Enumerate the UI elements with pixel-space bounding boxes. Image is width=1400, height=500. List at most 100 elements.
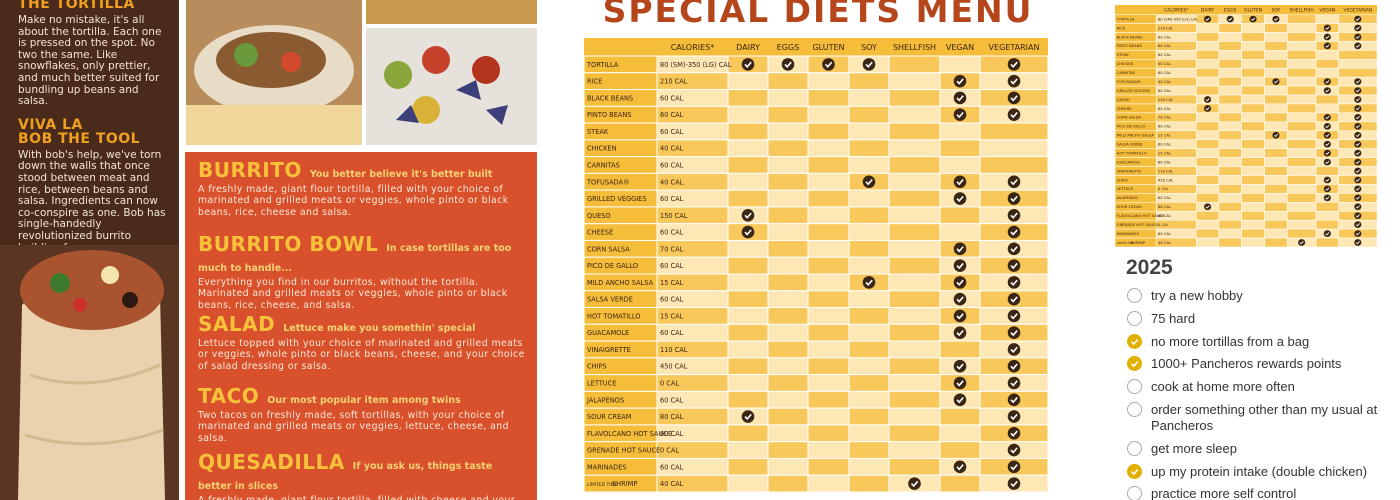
cell — [1196, 166, 1220, 176]
cell — [1196, 32, 1220, 42]
cell — [1286, 41, 1317, 51]
check-circle — [1323, 42, 1331, 50]
item-name: SALSA VERDE — [587, 296, 633, 304]
cell — [888, 290, 941, 309]
cell — [1218, 175, 1242, 185]
cell — [807, 374, 850, 392]
check-mark — [1323, 78, 1331, 85]
check-tick — [1010, 296, 1018, 303]
check-mark — [1354, 212, 1362, 220]
check-circle — [1323, 185, 1331, 193]
check-tick — [1010, 78, 1018, 85]
checkbox[interactable] — [1127, 486, 1142, 500]
item-calories: 60 CAL — [1158, 125, 1171, 129]
item-calories: 60 CAL — [1158, 107, 1171, 111]
menu-item: TACO Our most popular item among twins Two… — [198, 384, 528, 444]
check-mark — [1298, 239, 1306, 246]
check-circle — [1323, 87, 1331, 94]
check-circle — [953, 242, 967, 256]
check-circle — [1354, 230, 1362, 237]
check-circle — [1007, 225, 1021, 239]
cell — [1286, 103, 1317, 114]
cell — [848, 72, 890, 91]
cell — [1264, 175, 1288, 185]
check-tick — [956, 95, 964, 102]
cell — [888, 273, 941, 292]
item-calories: 60 CAL — [660, 195, 684, 203]
diet-table: CALORIES* DAIRY EGGS GLUTEN SOY SHELLFISH VEGA… — [583, 38, 1049, 493]
check-mark — [1354, 78, 1362, 85]
item-calories: 150 CAL — [1158, 98, 1173, 102]
checkbox[interactable] — [1127, 379, 1142, 395]
column-header: DAIRY — [736, 43, 760, 52]
item-name: TOFUSADA® — [586, 178, 630, 186]
item-name: MILD ANCHO SALSA — [1117, 134, 1155, 138]
cell — [807, 206, 850, 225]
item-name: CHEESE — [1117, 107, 1133, 111]
check-mark — [741, 58, 755, 71]
item-text: 75 hard — [1151, 310, 1196, 326]
item-calories: 40 CAL — [660, 480, 684, 488]
cell — [1286, 139, 1317, 149]
checklist-title: 2025 — [1126, 256, 1173, 279]
check-circle — [953, 91, 967, 105]
check-tick — [1010, 346, 1018, 354]
check-tick — [1273, 133, 1279, 138]
diet-menu: SPECIAL DIETS MENU CALORIES* DAIRY EGGS GLU… — [583, 0, 1049, 493]
check-tick — [1355, 187, 1360, 191]
check-tick — [956, 179, 964, 186]
checkbox[interactable] — [1127, 463, 1142, 479]
check-circle — [953, 108, 967, 121]
cell — [1264, 50, 1288, 60]
cell — [1264, 23, 1288, 33]
check-circle — [1272, 131, 1280, 139]
item-calories: 80 (SM)-350 (LG) CAL — [660, 61, 732, 69]
cell — [939, 407, 981, 426]
menu-description: A freshly made, giant flour tortilla, fi… — [198, 184, 509, 218]
check-mark — [1007, 242, 1021, 256]
cell — [979, 139, 1049, 158]
item-tag: LIMITED TIME — [587, 482, 617, 488]
check-mark — [953, 91, 967, 105]
cell — [1218, 112, 1242, 123]
cell — [807, 139, 850, 158]
cell — [767, 307, 809, 325]
cell — [727, 290, 769, 309]
check-mark — [1354, 105, 1362, 112]
check-tick — [824, 61, 833, 68]
checkbox[interactable] — [1127, 310, 1142, 326]
check-mark — [953, 192, 967, 205]
column-header: CALORIES* — [1164, 8, 1189, 14]
check-mark — [1354, 221, 1362, 228]
cell — [767, 239, 809, 258]
cell — [727, 424, 769, 443]
item-name: RICE — [1117, 26, 1126, 30]
check-tick — [1010, 279, 1018, 286]
check-circle — [1323, 122, 1331, 130]
checkbox[interactable] — [1127, 401, 1142, 417]
cell — [1196, 112, 1220, 123]
paragraph: With bob's help, we've torn down the wal… — [18, 148, 166, 253]
checkbox[interactable] — [1127, 440, 1142, 456]
item-calories: 60 CAL — [1158, 53, 1171, 57]
check-tick — [1355, 17, 1360, 21]
check-circle — [1204, 203, 1212, 211]
checkbox[interactable] — [1127, 356, 1142, 372]
cell — [848, 139, 890, 158]
item-name: RICE — [587, 78, 602, 86]
check-mark — [1007, 276, 1021, 289]
check-tick — [956, 78, 964, 85]
cell — [807, 105, 850, 124]
item-calories: 60 CAL — [660, 329, 684, 337]
check-tick — [1325, 26, 1330, 30]
check-mark — [1354, 176, 1362, 184]
item-name: QUESO — [587, 212, 611, 220]
cell — [1264, 59, 1288, 69]
check-mark — [1272, 131, 1280, 139]
checkbox[interactable] — [1127, 333, 1142, 349]
checkbox[interactable] — [1127, 288, 1142, 303]
check-mark — [1354, 96, 1362, 103]
check-mark — [953, 376, 967, 390]
item-calories: 40 CAL — [660, 145, 684, 153]
check-circle — [1298, 239, 1306, 246]
